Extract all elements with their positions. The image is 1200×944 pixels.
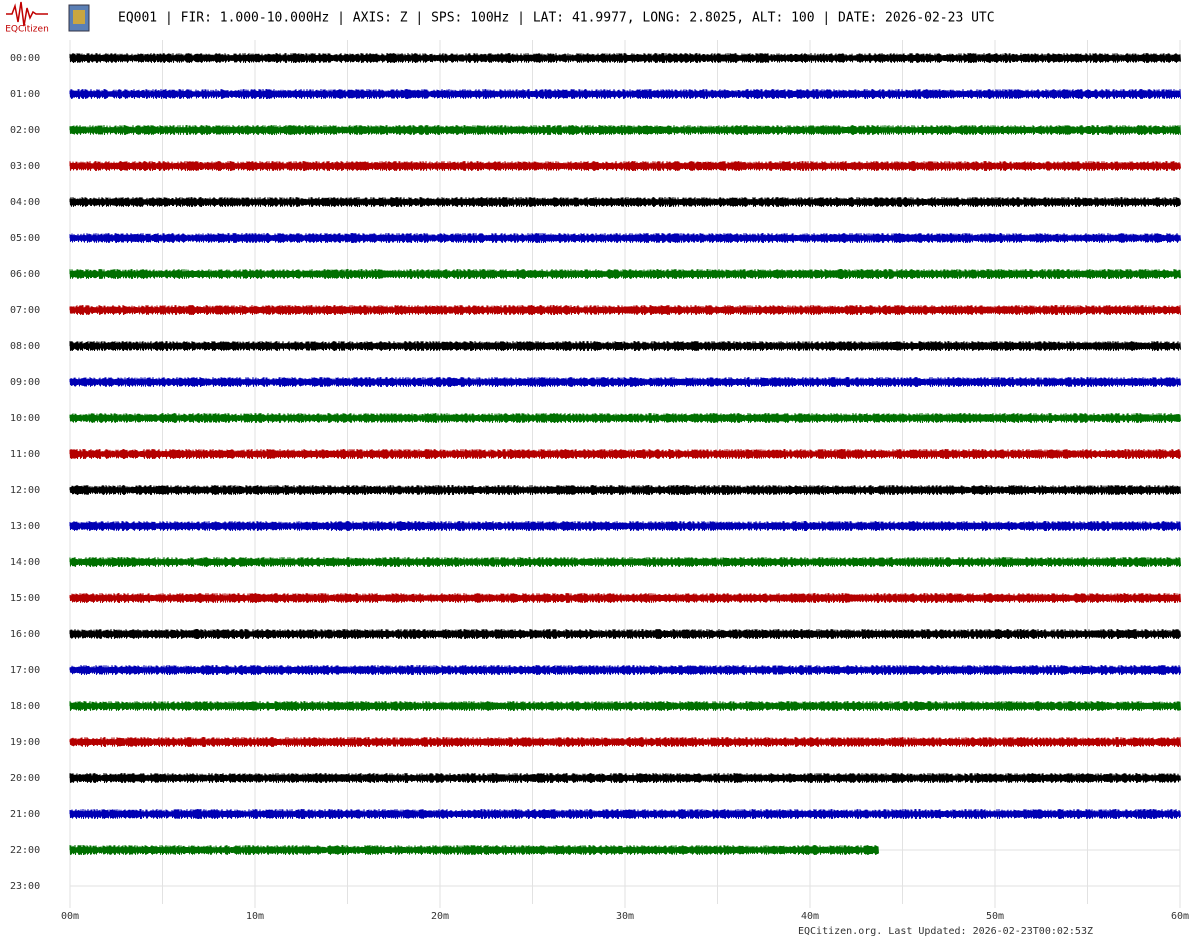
trace	[69, 52, 1181, 64]
row-label: 03:00	[10, 161, 40, 172]
trace	[69, 484, 1181, 496]
row-label: 06:00	[10, 269, 40, 280]
logo-wave	[6, 1, 48, 27]
row-label: 10:00	[10, 413, 40, 424]
row-label: 07:00	[10, 305, 40, 316]
trace	[69, 412, 1181, 424]
device-chip	[73, 10, 85, 24]
logo: EQCitizen	[5, 1, 90, 35]
x-tick-label: 40m	[801, 911, 819, 922]
x-tick-label: 10m	[246, 911, 264, 922]
trace	[69, 340, 1181, 352]
trace	[69, 736, 1181, 748]
trace	[69, 664, 1181, 676]
logo-text: EQCitizen	[5, 25, 49, 35]
trace	[69, 88, 1181, 100]
row-label: 16:00	[10, 629, 40, 640]
row-label: 20:00	[10, 773, 40, 784]
trace	[69, 196, 1181, 208]
x-tick-label: 60m	[1171, 911, 1189, 922]
row-label: 17:00	[10, 665, 40, 676]
x-tick-label: 30m	[616, 911, 634, 922]
row-label: 04:00	[10, 197, 40, 208]
trace	[69, 556, 1181, 568]
trace	[69, 232, 1181, 244]
row-label: 11:00	[10, 449, 40, 460]
x-tick-label: 50m	[986, 911, 1004, 922]
trace	[69, 268, 1181, 280]
row-label: 19:00	[10, 737, 40, 748]
row-label: 23:00	[10, 881, 40, 892]
x-tick-label: 20m	[431, 911, 449, 922]
trace	[69, 448, 1181, 460]
row-label: 05:00	[10, 233, 40, 244]
row-label: 12:00	[10, 485, 40, 496]
trace	[69, 160, 1181, 172]
trace	[69, 124, 1181, 136]
trace	[69, 628, 1181, 640]
trace	[69, 304, 1181, 316]
row-label: 15:00	[10, 593, 40, 604]
trace	[69, 700, 1181, 712]
row-label: 00:00	[10, 53, 40, 64]
trace	[69, 520, 1181, 532]
row-label: 01:00	[10, 89, 40, 100]
trace	[69, 844, 879, 856]
trace	[69, 592, 1181, 604]
row-label: 21:00	[10, 809, 40, 820]
row-label: 08:00	[10, 341, 40, 352]
row-label: 13:00	[10, 521, 40, 532]
footer: EQCitizen.org. Last Updated: 2026-02-23T…	[798, 926, 1093, 937]
trace	[69, 376, 1181, 388]
row-label: 22:00	[10, 845, 40, 856]
x-tick-label: 00m	[61, 911, 79, 922]
row-label: 14:00	[10, 557, 40, 568]
row-label: 02:00	[10, 125, 40, 136]
trace	[69, 808, 1181, 820]
row-label: 18:00	[10, 701, 40, 712]
row-label: 09:00	[10, 377, 40, 388]
trace	[69, 772, 1181, 784]
chart-title: EQ001 | FIR: 1.000-10.000Hz | AXIS: Z | …	[118, 11, 995, 26]
